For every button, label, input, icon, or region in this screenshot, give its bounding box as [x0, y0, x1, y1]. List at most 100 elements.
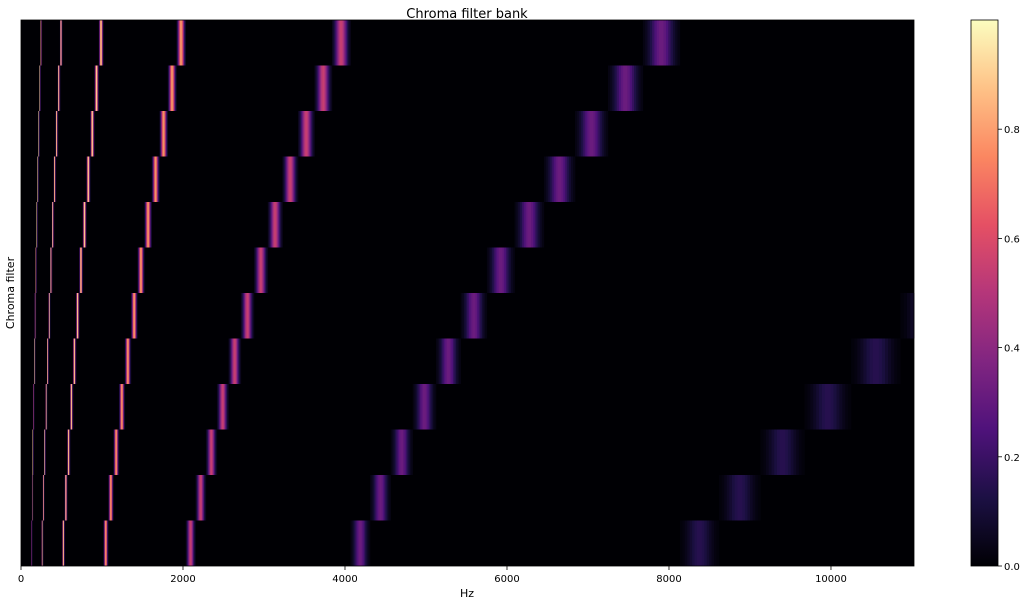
filter-cell	[804, 384, 808, 430]
filter-cell	[173, 65, 175, 111]
filter-cell	[125, 338, 127, 384]
filter-cell	[310, 111, 312, 157]
filter-cell	[151, 202, 153, 248]
filter-cell	[445, 338, 448, 384]
filter-cell	[109, 475, 111, 521]
filter-cell	[117, 429, 118, 475]
filter-cell	[361, 520, 363, 566]
filter-cell	[355, 520, 357, 566]
filter-cell	[115, 429, 117, 475]
filter-cell	[174, 65, 176, 111]
filter-cell	[283, 156, 285, 202]
filter-cell	[295, 156, 297, 202]
filter-cell	[851, 338, 855, 384]
filter-cell	[120, 384, 122, 430]
filter-cell	[430, 384, 432, 430]
filter-cell	[682, 520, 686, 566]
filter-cell	[431, 384, 434, 430]
filter-cell	[694, 520, 698, 566]
filter-cell	[39, 111, 40, 157]
filter-cell	[436, 338, 438, 384]
filter-cell	[742, 475, 746, 521]
filter-cell	[500, 247, 503, 293]
filter-cell	[287, 156, 289, 202]
filter-cell	[51, 247, 53, 293]
filter-cell	[350, 520, 352, 566]
filter-cell	[32, 475, 34, 521]
filter-cell	[408, 429, 411, 475]
filter-cell	[507, 247, 510, 293]
filter-cell	[205, 429, 207, 475]
filter-cell	[221, 384, 223, 430]
filter-cell	[237, 338, 239, 384]
filter-cell	[551, 156, 554, 202]
filter-cell	[233, 338, 235, 384]
filter-cell	[684, 520, 688, 566]
filter-cell	[164, 111, 166, 157]
filter-cell	[357, 520, 360, 566]
filter-cell	[439, 338, 441, 384]
filter-cell	[270, 202, 272, 248]
filter-cell	[514, 202, 517, 248]
filter-cell	[261, 247, 263, 293]
filter-cell	[186, 520, 188, 566]
filter-cell	[367, 520, 370, 566]
colorbar-gradient	[970, 19, 999, 567]
filter-cell	[160, 111, 162, 157]
filter-cell	[190, 520, 192, 566]
filter-cell	[222, 384, 224, 430]
filter-cell	[760, 429, 764, 475]
filter-cell	[213, 429, 215, 475]
filter-cell	[55, 156, 57, 202]
filter-cell	[425, 384, 428, 430]
filter-cell	[255, 247, 257, 293]
filter-cell	[31, 520, 33, 566]
filter-cell	[181, 20, 183, 66]
filter-cell	[449, 338, 452, 384]
filter-cell	[300, 111, 302, 157]
filter-cell	[135, 293, 137, 339]
filter-cell	[254, 247, 256, 293]
filter-cell	[330, 65, 333, 111]
filter-cell	[614, 65, 617, 111]
filter-cell	[581, 111, 584, 157]
filter-cell	[659, 20, 662, 66]
filter-cell	[793, 429, 797, 475]
filter-cell	[696, 520, 700, 566]
filter-cell	[172, 65, 174, 111]
filter-cell	[403, 429, 405, 475]
filter-cell	[234, 338, 236, 384]
filter-cell	[163, 111, 165, 157]
filter-cell	[739, 475, 743, 521]
filter-cell	[171, 65, 172, 111]
filter-cell	[164, 111, 165, 157]
filter-cell	[225, 384, 227, 430]
filter-cell	[224, 384, 226, 430]
filter-cell	[139, 247, 140, 293]
filter-cell	[377, 475, 380, 521]
filter-cell	[266, 247, 269, 293]
filter-cell	[333, 20, 335, 66]
filter-cell	[468, 293, 471, 339]
filter-cell	[153, 156, 155, 202]
filter-cell	[407, 429, 409, 475]
filter-cell	[863, 338, 867, 384]
filter-cell	[214, 429, 216, 475]
filter-cell	[670, 20, 674, 66]
filter-cell	[511, 247, 514, 293]
filter-cell	[276, 202, 278, 248]
filter-cell	[329, 65, 332, 111]
filter-cell	[59, 65, 61, 111]
filter-cell	[173, 65, 175, 111]
filter-cell	[274, 202, 276, 248]
filter-cell	[128, 338, 129, 384]
filter-cell	[208, 429, 210, 475]
filter-cell	[212, 429, 214, 475]
filter-cell	[147, 202, 148, 248]
filter-cell	[370, 475, 372, 521]
filter-cell	[293, 156, 295, 202]
filter-cell	[128, 338, 130, 384]
filter-cell	[587, 111, 590, 157]
filter-cell	[372, 475, 375, 521]
filter-cell	[150, 202, 152, 248]
